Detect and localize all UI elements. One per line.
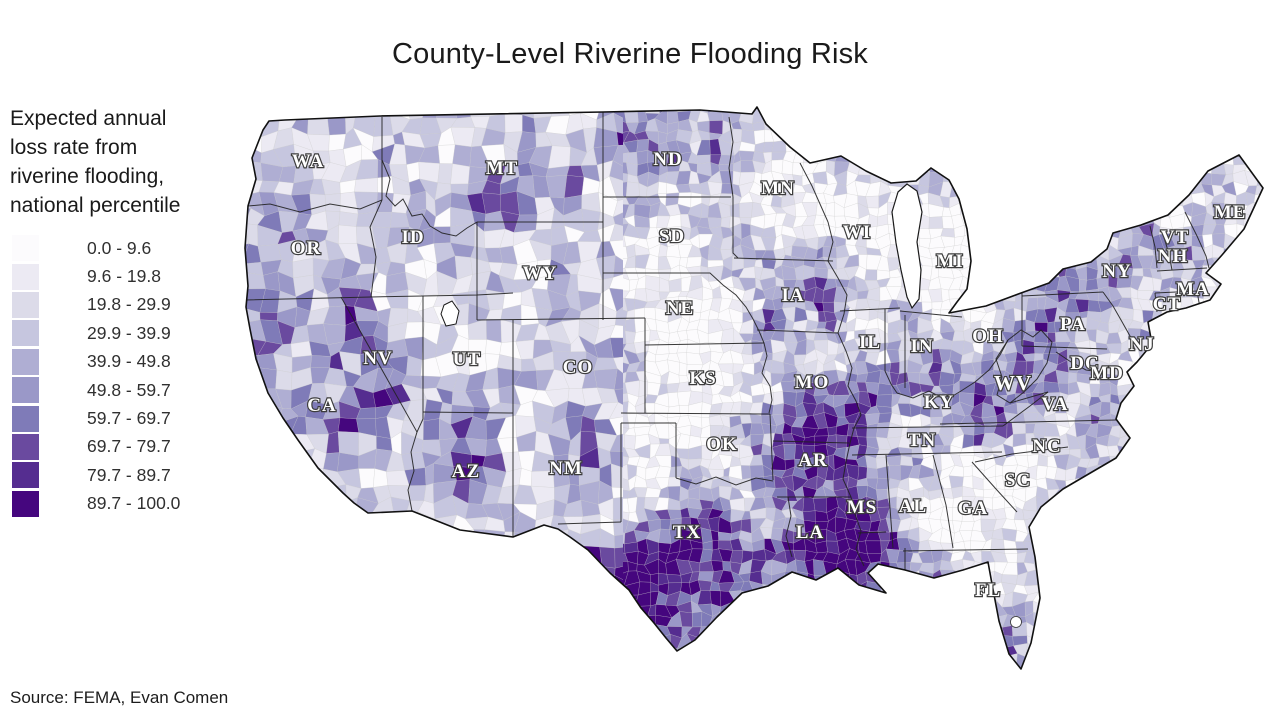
state-label-nc: NC	[1032, 436, 1061, 457]
state-label-wv: WV	[994, 371, 1032, 395]
legend-label: 9.6 - 19.8	[87, 266, 161, 287]
state-label-nv: NV	[363, 348, 392, 369]
legend-row: 29.9 - 39.9	[10, 319, 225, 347]
state-borders	[245, 112, 1210, 571]
state-label-vt: VT	[1161, 227, 1189, 248]
state-label-wi: WI	[843, 222, 871, 243]
legend-swatch	[12, 263, 39, 290]
state-label-mt: MT	[486, 158, 519, 179]
legend-label: 89.7 - 100.0	[87, 493, 181, 514]
state-label-dc: DC	[1070, 353, 1099, 374]
state-label-wy: WY	[523, 263, 558, 284]
state-label-fl: FL	[975, 580, 1001, 601]
legend-swatch	[12, 348, 39, 375]
state-label-wa: WA	[292, 151, 325, 172]
legend-row: 69.7 - 79.7	[10, 433, 225, 461]
state-label-ia: IA	[781, 285, 804, 306]
legend-swatch	[12, 291, 39, 318]
source-note: Source: FEMA, Evan Comen	[10, 688, 229, 707]
state-label-va: VA	[1042, 394, 1069, 415]
state-label-il: IL	[859, 332, 881, 353]
legend-label: 69.7 - 79.7	[87, 436, 171, 457]
state-label-ga: GA	[958, 498, 989, 519]
legend-label: 49.8 - 59.7	[87, 379, 171, 400]
state-label-ar: AR	[798, 450, 827, 471]
state-label-nh: NH	[1158, 246, 1189, 267]
state-label-sc: SC	[1005, 470, 1031, 491]
state-label-nj: NJ	[1129, 334, 1154, 355]
state-label-ny: NY	[1102, 261, 1131, 282]
state-label-ne: NE	[666, 298, 694, 319]
legend-label: 39.9 - 49.8	[87, 351, 171, 372]
state-label-in: IN	[910, 336, 933, 357]
legend-swatch	[12, 490, 39, 517]
lake-okeechobee	[1010, 616, 1022, 628]
state-label-pa: PA	[1060, 314, 1086, 335]
lakes	[440, 183, 1022, 628]
state-label-oh: OH	[972, 326, 1004, 347]
legend: Expected annual loss rate from riverine …	[10, 104, 225, 518]
legend-swatch	[12, 405, 39, 432]
legend-row: 19.8 - 29.9	[10, 291, 225, 319]
state-label-ma: MA	[1176, 279, 1210, 300]
state-label-mi: MI	[936, 251, 963, 272]
great-salt-lake	[440, 300, 460, 327]
state-label-sd: SD	[659, 226, 685, 247]
legend-label: 29.9 - 39.9	[87, 322, 171, 343]
legend-label: 79.7 - 89.7	[87, 464, 171, 485]
state-label-mo: MO	[795, 372, 830, 393]
legend-label: 0.0 - 9.6	[87, 237, 152, 258]
legend-rows: 0.0 - 9.6 9.6 - 19.8 19.8 - 29.9 29.9 - 39.…	[10, 234, 225, 518]
state-label-nd: ND	[653, 149, 682, 170]
state-label-ut: UT	[453, 349, 481, 370]
state-label-ms: MS	[847, 497, 878, 518]
legend-row: 9.6 - 19.8	[10, 262, 225, 290]
chart-title: County-Level Riverine Flooding Risk	[391, 38, 869, 70]
state-label-ok: OK	[706, 434, 738, 455]
state-label-id: ID	[401, 227, 424, 248]
county-mosaic	[245, 107, 1263, 669]
state-label-al: AL	[899, 496, 927, 517]
legend-row: 0.0 - 9.6	[10, 234, 225, 262]
state-label-md: MD	[1090, 363, 1124, 384]
state-label-nm: NM	[549, 458, 583, 479]
state-label-mn: MN	[761, 178, 795, 199]
legend-swatch	[12, 320, 39, 347]
state-label-co: CO	[563, 357, 594, 378]
legend-row: 39.9 - 49.8	[10, 348, 225, 376]
legend-title: Expected annual loss rate from riverine …	[10, 107, 181, 217]
state-label-tx: TX	[673, 522, 701, 543]
state-label-me: ME	[1214, 202, 1247, 223]
legend-row: 49.8 - 59.7	[10, 376, 225, 404]
state-label-az: AZ	[452, 461, 480, 482]
state-label-la: LA	[796, 522, 824, 543]
legend-label: 19.8 - 29.9	[87, 294, 171, 315]
legend-swatch	[12, 462, 39, 489]
state-label-ct: CT	[1153, 294, 1181, 315]
legend-swatch	[12, 377, 39, 404]
legend-row: 79.7 - 89.7	[10, 461, 225, 489]
state-label-ks: KS	[689, 368, 716, 389]
state-labels: WA OR CA NV ID UT AZ MT WY CO NM ND SD NE KS OK TX MN IA MO…	[290, 148, 1247, 602]
legend-label: 59.7 - 69.7	[87, 408, 171, 429]
us-outline	[244, 106, 1264, 670]
state-label-ky: KY	[924, 392, 955, 413]
legend-swatch	[12, 433, 39, 460]
state-label-ca: CA	[307, 395, 336, 416]
lake-michigan	[891, 183, 923, 310]
legend-row: 89.7 - 100.0	[10, 490, 225, 518]
legend-swatch	[12, 235, 39, 262]
legend-row: 59.7 - 69.7	[10, 404, 225, 432]
state-label-tn: TN	[908, 430, 936, 451]
state-label-or: OR	[291, 238, 322, 259]
